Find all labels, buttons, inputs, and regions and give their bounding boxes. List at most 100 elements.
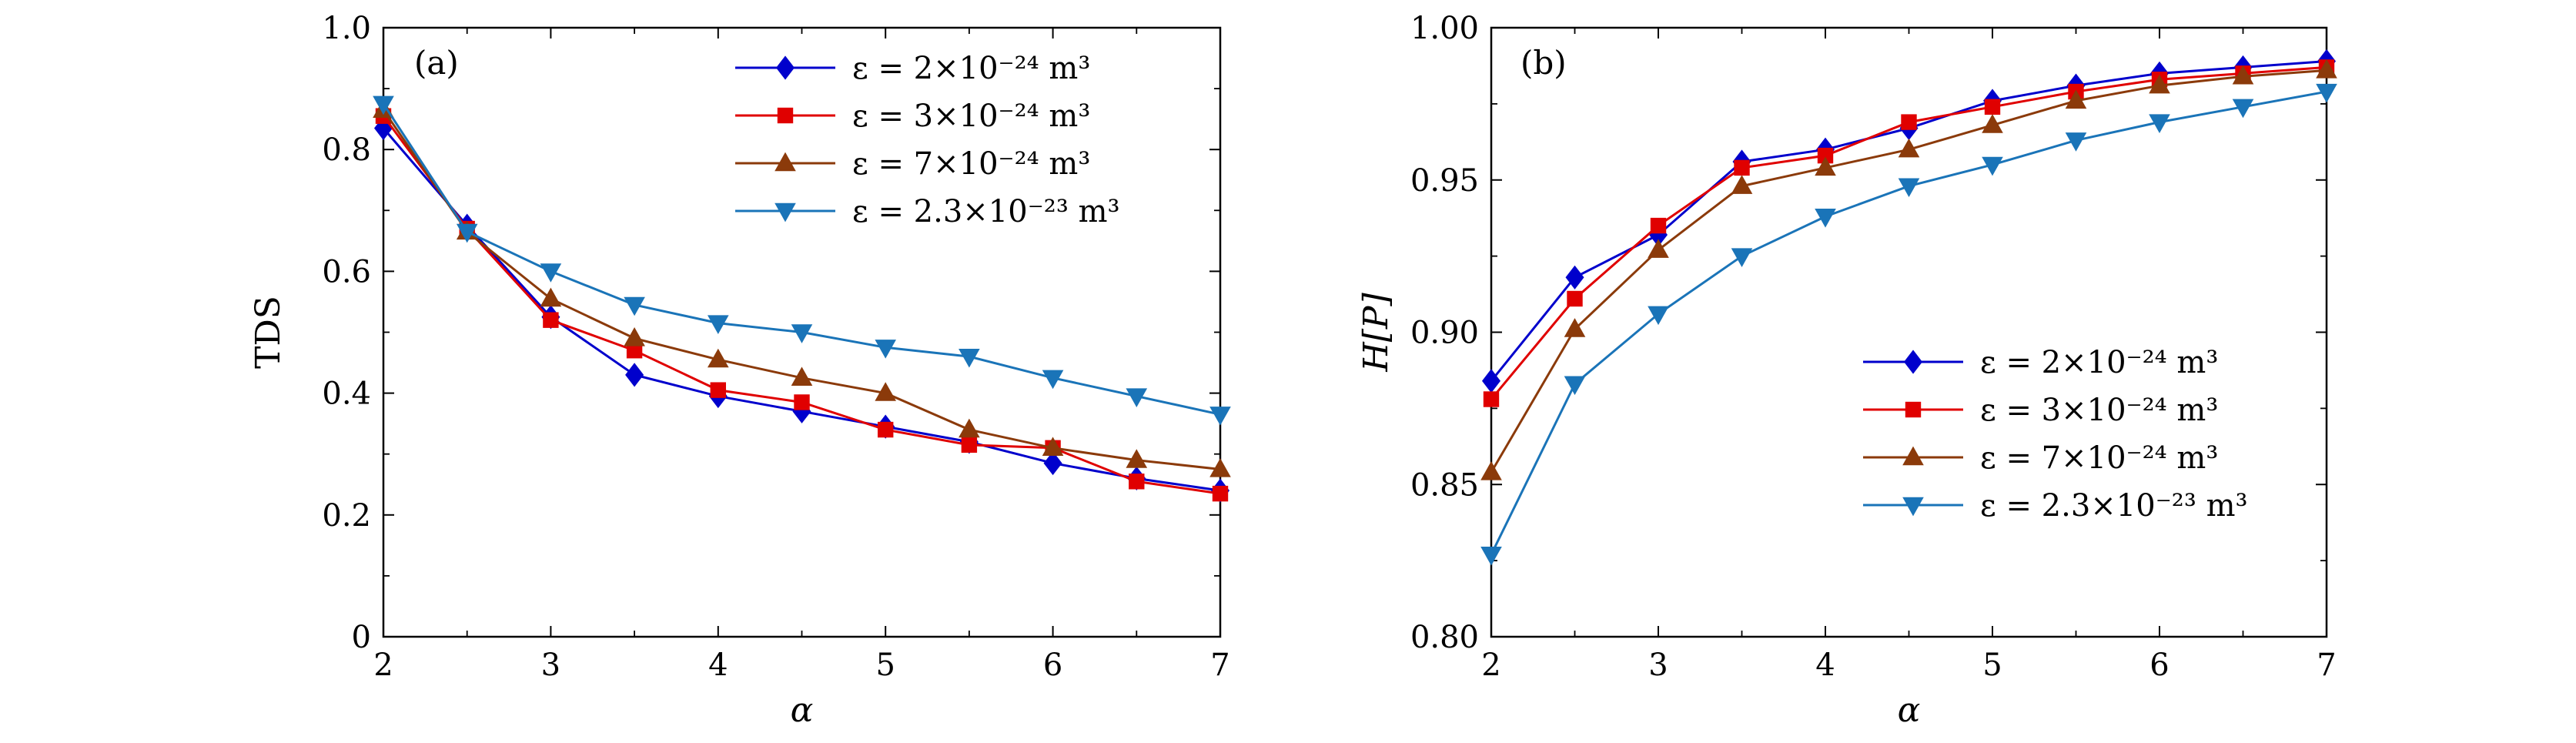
panel-a-line-chart: 2 3 4 5 6 7 0 0.2 0.4 0.6 0.8 1.0 α TDS (a) ε = 2×10⁻²⁴…: [249, 11, 1231, 730]
data-point: [624, 327, 645, 346]
data-point: [878, 421, 894, 438]
data-point: [1734, 159, 1750, 176]
x-tick-label: 6: [1043, 648, 1062, 683]
data-point: [543, 312, 559, 328]
data-point: [708, 315, 729, 335]
series: [373, 99, 1231, 477]
data-point: [777, 107, 794, 124]
data-point: [1480, 547, 1502, 566]
data-point: [1905, 401, 1922, 418]
legend-label: ε = 2.3×10⁻²³ m³: [852, 194, 1120, 229]
y-tick-label: 0.2: [322, 498, 371, 534]
data-point: [1904, 350, 1922, 374]
y-tick-label: 0.90: [1410, 316, 1479, 351]
data-point: [373, 95, 394, 115]
panel-label: (a): [414, 44, 459, 82]
y-tick-label: 0.6: [322, 254, 371, 290]
y-axis-title: H[P]: [1357, 293, 1396, 373]
data-point: [1042, 370, 1064, 390]
data-point: [1567, 290, 1583, 307]
y-axis-title: TDS: [249, 296, 288, 369]
x-tick-label: 3: [1648, 648, 1668, 683]
data-point: [1815, 156, 1836, 176]
legend-label: ε = 2×10⁻²⁴ m³: [852, 51, 1090, 86]
x-tick-label: 4: [708, 648, 728, 683]
data-point: [1126, 449, 1148, 468]
series-line: [1490, 60, 2327, 382]
data-point: [958, 418, 980, 438]
data-point: [1650, 217, 1667, 234]
data-point: [792, 399, 811, 423]
data-point: [1898, 178, 1920, 198]
data-point: [2232, 65, 2254, 85]
data-point: [1648, 239, 1669, 258]
series-line: [1490, 90, 2327, 555]
series: [1482, 49, 2336, 393]
data-point: [1126, 388, 1148, 407]
series: [373, 95, 1231, 426]
legend-label: ε = 3×10⁻²⁴ m³: [1980, 393, 2218, 428]
y-tick-label: 0.8: [322, 132, 371, 168]
data-point: [1984, 99, 2001, 115]
data-point: [1129, 474, 1145, 490]
data-point: [1042, 437, 1064, 456]
series-line: [382, 115, 1221, 495]
data-point: [540, 287, 562, 307]
data-point: [1982, 156, 2003, 176]
y-tick-label: 0.95: [1410, 163, 1479, 199]
data-point: [708, 348, 729, 368]
data-point: [710, 382, 726, 398]
data-point: [958, 348, 980, 368]
data-point: [774, 152, 796, 172]
data-point: [875, 382, 896, 401]
legend-label: ε = 7×10⁻²⁴ m³: [852, 146, 1090, 182]
data-point: [1564, 376, 1586, 396]
data-point: [1565, 265, 1584, 290]
data-point: [1480, 461, 1502, 480]
data-point: [1209, 458, 1231, 477]
data-point: [2149, 74, 2170, 94]
data-point: [625, 363, 644, 387]
legend-label: ε = 2.3×10⁻²³ m³: [1980, 488, 2248, 524]
data-point: [1902, 446, 1924, 466]
data-point: [1731, 248, 1753, 268]
data-point: [626, 343, 643, 359]
data-point: [456, 223, 478, 243]
data-point: [2232, 99, 2254, 119]
series: [375, 108, 1229, 502]
series: [374, 115, 1229, 503]
data-point: [791, 366, 813, 387]
data-point: [776, 55, 795, 80]
y-tick-label: 0.80: [1410, 620, 1479, 655]
legend-label: ε = 7×10⁻²⁴ m³: [1980, 440, 2218, 476]
x-tick-label: 4: [1815, 648, 1835, 683]
data-point: [875, 340, 896, 359]
x-tick-label: 7: [2317, 648, 2336, 683]
data-point: [2149, 114, 2170, 134]
x-tick-label: 2: [373, 648, 393, 683]
data-point: [774, 202, 796, 223]
data-point: [2065, 132, 2087, 152]
data-point: [540, 263, 562, 283]
x-tick-label: 5: [1982, 648, 2002, 683]
x-tick-label: 2: [1481, 648, 1500, 683]
data-point: [1482, 369, 1500, 393]
data-point: [1982, 114, 2003, 133]
data-point: [1648, 306, 1669, 326]
data-point: [1898, 138, 1920, 158]
data-point: [2065, 89, 2087, 109]
x-tick-label: 7: [1210, 648, 1229, 683]
data-point: [961, 437, 978, 453]
series-line: [382, 127, 1221, 492]
x-axis-title: α: [1898, 691, 1921, 730]
legend: ε = 2×10⁻²⁴ m³ ε = 3×10⁻²⁴ m³ ε = 7×10⁻²⁴ …: [735, 51, 1120, 229]
data-point: [1902, 497, 1924, 517]
y-tick-label: 1.0: [322, 11, 371, 46]
data-point: [2316, 59, 2337, 79]
y-tick-label: 0.85: [1410, 467, 1479, 503]
series: [1480, 59, 2337, 480]
x-tick-label: 5: [875, 648, 895, 683]
x-tick-label: 3: [541, 648, 560, 683]
data-point: [1564, 318, 1586, 337]
